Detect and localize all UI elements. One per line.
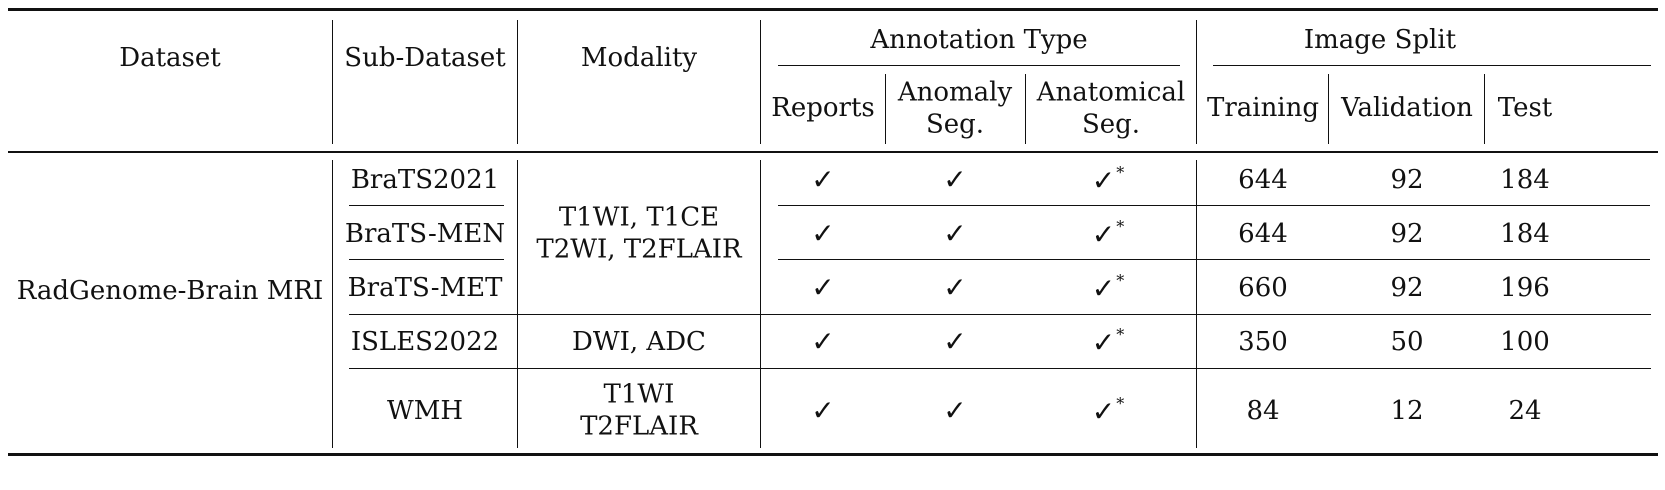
- vrule-anomaly-header: [1025, 74, 1026, 144]
- check-icon: ✓*: [1092, 165, 1124, 195]
- cell-test: 184: [1500, 219, 1550, 249]
- asterisk-note: *: [1116, 217, 1125, 236]
- check-icon: ✓: [811, 274, 834, 302]
- cell-training: 84: [1246, 396, 1280, 426]
- row-rule-1b: [778, 205, 1650, 206]
- check-icon: ✓: [943, 166, 966, 194]
- cell-training: 660: [1238, 273, 1288, 303]
- check-mark: ✓: [943, 271, 967, 304]
- cell-sub-dataset: BraTS2021: [350, 165, 500, 195]
- bottom-rule: [8, 453, 1658, 456]
- check-mark: ✓: [811, 271, 835, 304]
- row-rule-4: [349, 368, 1651, 369]
- cell-validation: 92: [1390, 219, 1424, 249]
- cell-training: 644: [1238, 219, 1288, 249]
- check-icon: ✓: [811, 166, 834, 194]
- asterisk-note: *: [1116, 271, 1125, 290]
- cell-sub-dataset: BraTS-MET: [347, 273, 503, 303]
- check-icon: ✓: [943, 328, 966, 356]
- dataset-name: RadGenome-Brain MRI: [16, 276, 324, 306]
- check-icon: ✓: [943, 220, 966, 248]
- check-icon: ✓: [943, 397, 966, 425]
- check-icon: ✓: [811, 220, 834, 248]
- header-bottom-rule: [8, 151, 1658, 153]
- header-sub-dataset: Sub-Dataset: [344, 43, 506, 73]
- vrule-modality-header: [760, 20, 761, 144]
- vrule-training-header: [1328, 74, 1329, 144]
- cell-test: 24: [1508, 396, 1542, 426]
- vrule-subdataset-header: [517, 20, 518, 144]
- vrule-annotation-body: [1196, 160, 1197, 448]
- check-icon: ✓*: [1092, 273, 1124, 303]
- vrule-subdataset-body: [517, 160, 518, 448]
- vrule-validation-header: [1484, 74, 1485, 144]
- check-mark: ✓: [1091, 272, 1116, 305]
- check-mark: ✓: [811, 217, 835, 250]
- vrule-dataset-body: [332, 160, 333, 448]
- header-test: Test: [1497, 93, 1553, 123]
- cell-test: 184: [1500, 165, 1550, 195]
- check-mark: ✓: [1091, 218, 1116, 251]
- cell-test: 196: [1500, 273, 1550, 303]
- header-reports: Reports: [771, 93, 875, 123]
- check-mark: ✓: [811, 163, 835, 196]
- check-mark: ✓: [811, 394, 835, 427]
- header-dataset: Dataset: [119, 43, 221, 73]
- row-rule-2a: [349, 259, 504, 260]
- cell-test: 100: [1500, 327, 1550, 357]
- cell-validation: 12: [1390, 396, 1424, 426]
- vrule-dataset-header: [332, 20, 333, 144]
- cell-training: 350: [1238, 327, 1288, 357]
- header-validation: Validation: [1341, 93, 1473, 123]
- check-mark: ✓: [943, 217, 967, 250]
- modality-group-isles: DWI, ADC: [572, 327, 706, 357]
- modality-group-brats: T1WI, T1CE T2WI, T2FLAIR: [536, 202, 742, 264]
- header-annotation-type: Annotation Type: [870, 25, 1088, 55]
- header-modality: Modality: [580, 43, 698, 73]
- check-mark: ✓: [1091, 164, 1116, 197]
- row-rule-3: [349, 314, 1651, 315]
- asterisk-note: *: [1116, 394, 1125, 413]
- check-icon: ✓: [811, 397, 834, 425]
- check-icon: ✓: [943, 274, 966, 302]
- cell-validation: 50: [1390, 327, 1424, 357]
- modality-group-wmh: T1WI T2FLAIR: [580, 379, 698, 441]
- annotation-type-underline: [778, 65, 1180, 66]
- check-icon: ✓: [811, 328, 834, 356]
- cell-validation: 92: [1390, 273, 1424, 303]
- row-rule-1a: [349, 205, 504, 206]
- image-split-underline: [1213, 65, 1651, 66]
- cell-sub-dataset: ISLES2022: [350, 327, 500, 357]
- header-image-split: Image Split: [1303, 25, 1457, 55]
- header-anomaly-seg: Anomaly Seg.: [897, 77, 1013, 139]
- row-rule-2b: [778, 259, 1650, 260]
- check-mark: ✓: [1091, 395, 1116, 428]
- vrule-annotation-header: [1196, 20, 1197, 144]
- cell-validation: 92: [1390, 165, 1424, 195]
- check-mark: ✓: [811, 325, 835, 358]
- cell-sub-dataset: BraTS-MEN: [344, 219, 506, 249]
- header-training: Training: [1206, 93, 1320, 123]
- cell-training: 644: [1238, 165, 1288, 195]
- check-mark: ✓: [943, 394, 967, 427]
- vrule-reports-header: [885, 74, 886, 144]
- check-icon: ✓*: [1092, 219, 1124, 249]
- check-icon: ✓*: [1092, 327, 1124, 357]
- check-icon: ✓*: [1092, 396, 1124, 426]
- vrule-modality-body: [760, 160, 761, 448]
- check-mark: ✓: [943, 325, 967, 358]
- check-mark: ✓: [1091, 326, 1116, 359]
- header-anatomical-seg: Anatomical Seg.: [1036, 77, 1186, 139]
- asterisk-note: *: [1116, 325, 1125, 344]
- cell-sub-dataset: WMH: [386, 396, 464, 426]
- top-rule: [8, 8, 1658, 11]
- asterisk-note: *: [1116, 163, 1125, 182]
- check-mark: ✓: [943, 163, 967, 196]
